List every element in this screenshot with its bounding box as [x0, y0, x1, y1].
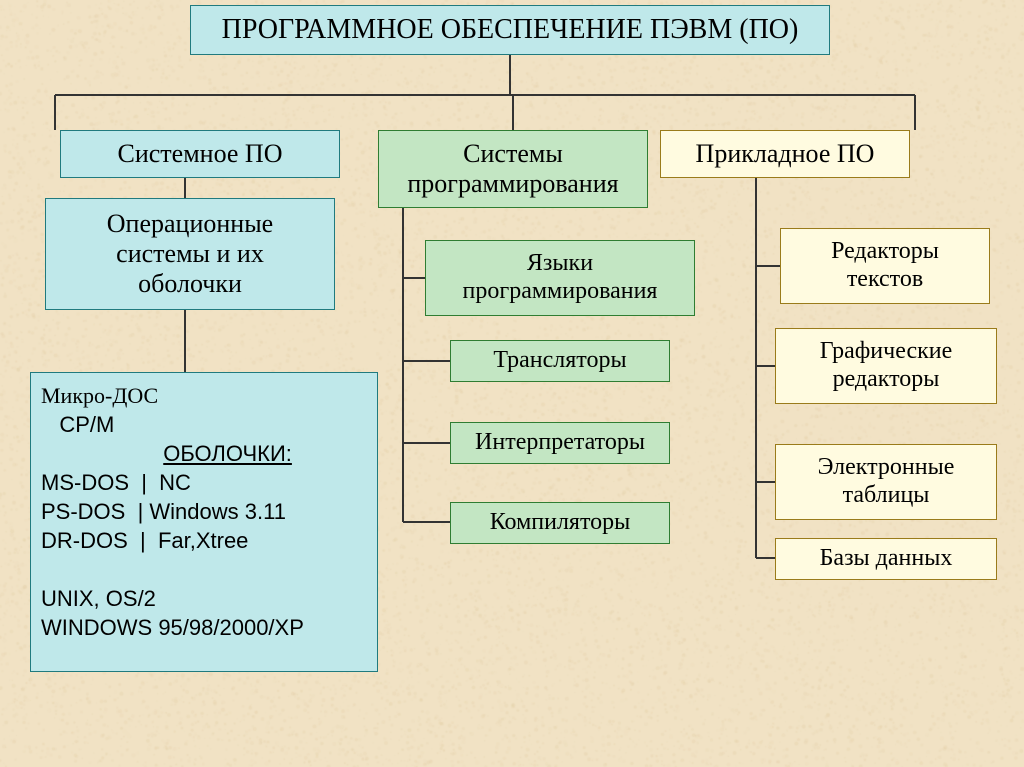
os-detail-line-2: ОБОЛОЧКИ:: [41, 439, 367, 468]
node-grfed: Графические редакторы: [775, 328, 997, 404]
node-transl-label: Трансляторы: [487, 345, 632, 377]
node-compil: Компиляторы: [450, 502, 670, 544]
os-detail-line-3: MS-DOS | NC: [41, 468, 367, 497]
node-progsys-label: Системы программирования: [401, 137, 624, 201]
os-detail-line-5: DR-DOS | Far,Xtree: [41, 526, 367, 555]
title-text: ПРОГРАММНОЕ ОБЕСПЕЧЕНИЕ ПЭВМ (ПО): [216, 12, 805, 48]
node-system: Системное ПО: [60, 130, 340, 178]
os-detail-line-7: UNIX, OS/2: [41, 584, 367, 613]
os-details-box: Микро-ДОС CP/M ОБОЛОЧКИ:MS-DOS | NCPS-DO…: [30, 372, 378, 672]
node-db: Базы данных: [775, 538, 997, 580]
node-transl: Трансляторы: [450, 340, 670, 382]
node-texted-label: Редакторы текстов: [825, 236, 945, 295]
node-interp-label: Интерпретаторы: [469, 427, 651, 459]
node-spread-label: Электронные таблицы: [812, 452, 961, 511]
node-spread: Электронные таблицы: [775, 444, 997, 520]
title-box: ПРОГРАММНОЕ ОБЕСПЕЧЕНИЕ ПЭВМ (ПО): [190, 5, 830, 55]
node-applied: Прикладное ПО: [660, 130, 910, 178]
node-system-label: Системное ПО: [112, 137, 289, 171]
os-detail-line-4: PS-DOS | Windows 3.11: [41, 497, 367, 526]
node-os-label: Операционные системы и их оболочки: [101, 207, 279, 301]
os-detail-line-8: WINDOWS 95/98/2000/XP: [41, 613, 367, 642]
os-detail-line-0: Микро-ДОС: [41, 381, 367, 410]
node-compil-label: Компиляторы: [484, 507, 637, 539]
node-db-label: Базы данных: [814, 543, 959, 575]
os-detail-line-6: [41, 555, 367, 584]
node-applied-label: Прикладное ПО: [690, 137, 881, 171]
node-progsys: Системы программирования: [378, 130, 648, 208]
node-grfed-label: Графические редакторы: [814, 336, 959, 395]
node-os: Операционные системы и их оболочки: [45, 198, 335, 310]
node-langs-label: Языки программирования: [457, 248, 664, 307]
os-detail-line-1: CP/M: [41, 410, 367, 439]
node-texted: Редакторы текстов: [780, 228, 990, 304]
node-interp: Интерпретаторы: [450, 422, 670, 464]
node-langs: Языки программирования: [425, 240, 695, 316]
